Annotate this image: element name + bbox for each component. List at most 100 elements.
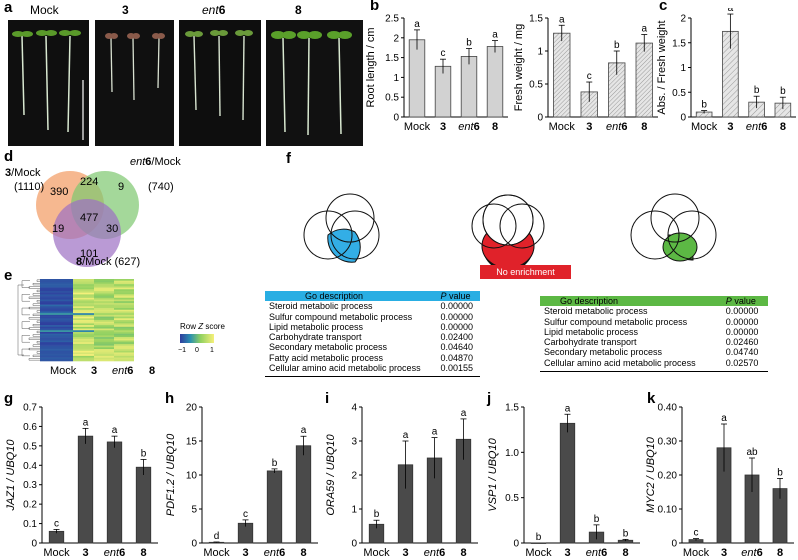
go-table-left-header: Go description P value: [265, 291, 480, 302]
y-tick-label: 1.5: [505, 403, 519, 414]
x-tick-label: ent6: [264, 547, 285, 559]
heatmap-cell: [73, 282, 94, 285]
go-right-pvalue: 0.00000: [725, 326, 759, 337]
heatmap-cell: [73, 354, 94, 357]
sig-letter: b: [754, 85, 760, 96]
go-right-row: Sulfur compound metabolic process 0.00000: [540, 317, 768, 327]
heatmap-cell: [94, 313, 114, 316]
go-left-pvalue: 0.04640: [440, 342, 473, 353]
go-left-row: Carbohydrate transport 0.02400: [265, 332, 480, 342]
heatmap-cell: [114, 342, 134, 345]
go-left-row: Steroid metabolic process 0.00000: [265, 301, 480, 311]
go-left-desc: Cellular amino acid metabolic process: [269, 363, 421, 374]
heatmap-cell: [94, 280, 114, 283]
heatmap-cell: [40, 299, 73, 302]
heatmap-cell: [40, 338, 73, 341]
heatmap-cell: [73, 330, 94, 333]
bar: [106, 441, 123, 544]
heatmap-legend: −1 0 1: [178, 334, 214, 354]
heatmap-cell: [94, 343, 114, 346]
heatmap-cell: [94, 309, 114, 312]
heatmap-cell: [40, 326, 73, 329]
go-left-row: Secondary metabolic process 0.04640: [265, 342, 480, 352]
sig-letter: a: [403, 430, 409, 441]
heatmap-cell: [114, 301, 134, 304]
heatmap-cell: [40, 287, 73, 290]
heatmap-col-3: 3: [91, 365, 98, 377]
x-tick-label: 8: [492, 121, 498, 133]
go-left-desc: Sulfur compound metabolic process: [269, 311, 413, 322]
go-right-pvalue: 0.00000: [725, 306, 759, 317]
heatmap-cell: [94, 354, 114, 357]
bar: [635, 42, 653, 118]
go-left-row: Cellular amino acid metabolic process 0.0…: [265, 363, 480, 373]
heatmap-cell: [40, 342, 73, 345]
heatmap-cell: [73, 350, 94, 353]
heatmap-cell: [73, 289, 94, 292]
bar: [486, 46, 504, 118]
heatmap-cell: [73, 328, 94, 331]
y-tick-label: 5: [191, 505, 197, 516]
heatmap-cell: [73, 321, 94, 324]
heatmap-cell: [73, 357, 94, 360]
heatmap-cell: [94, 347, 114, 350]
legend-gradient: [180, 334, 214, 343]
y-tick-label: 0: [31, 539, 37, 550]
y-tick-label: 0: [191, 539, 197, 550]
heatmap-cell: [40, 316, 73, 319]
heatmap-cell: [94, 345, 114, 348]
go-right-row: Steroid metabolic process 0.00000: [540, 306, 768, 316]
heatmap-cell: [94, 330, 114, 333]
heatmap-cell: [40, 331, 73, 334]
legend-tick-neg1: −1: [178, 347, 186, 354]
sig-letter: d: [214, 531, 220, 542]
sig-letter: b: [536, 532, 542, 543]
heatmap-cell: [40, 352, 73, 355]
y-axis-label: JAZ1 / UBQ10: [5, 439, 17, 512]
y-tick-label: 0.5: [672, 88, 686, 99]
y-axis-label: Fresh weight / mg: [513, 24, 525, 111]
go-right-desc: Secondary metabolic process: [544, 347, 663, 358]
heatmap-cell: [114, 289, 134, 292]
sig-letter: c: [441, 48, 446, 59]
heatmap-cell: [40, 285, 73, 288]
y-tick-label: 1.5: [529, 14, 543, 25]
heatmap-e: [17, 279, 134, 362]
heatmap-cell: [114, 318, 134, 321]
heatmap-cell: [114, 359, 134, 362]
chart-root-length: 0 0.5 1 1.5 2 2.5 a Mock c 3 b ent6 a 8 Root length / …: [365, 14, 508, 133]
go-right-row: Cellular amino acid metabolic process 0.0…: [540, 358, 768, 368]
go-right-rule: [540, 371, 768, 372]
heatmap-cell: [40, 340, 73, 343]
x-tick-label: 3: [586, 121, 592, 133]
heatmap-cell: [114, 345, 134, 348]
go-left-row: Sulfur compound metabolic process 0.00000: [265, 312, 480, 322]
y-tick-label: 0.2: [23, 500, 37, 511]
heatmap-cell: [94, 349, 114, 352]
go-right-desc-header: Go description: [560, 296, 619, 306]
heatmap-cell: [114, 335, 134, 338]
heatmap-cell: [73, 320, 94, 323]
heatmap-cell: [94, 284, 114, 287]
heatmap-cell: [114, 282, 134, 285]
cotyledons-ent6: [185, 30, 253, 37]
go-right-pvalue: 0.00000: [725, 316, 759, 327]
heatmap-cell: [40, 323, 73, 326]
heatmap-cell: [94, 299, 114, 302]
heatmap-cell: [94, 320, 114, 323]
y-tick-label: 1: [680, 63, 686, 74]
heatmap-cell: [73, 297, 94, 300]
heatmap-cell: [114, 302, 134, 305]
x-tick-label: 8: [780, 121, 786, 133]
x-tick-label: 8: [622, 547, 628, 559]
sig-letter: a: [83, 417, 89, 428]
heatmap-cell: [40, 343, 73, 346]
go-right-pvalue: 0.02570: [725, 357, 759, 368]
heatmap-cell: [94, 333, 114, 336]
x-tick-label: 3: [727, 121, 733, 133]
legend-tick-0: 0: [195, 347, 199, 354]
heatmap-cell: [40, 325, 73, 328]
venn-set-3-count: (1110): [14, 181, 45, 193]
sig-letter: c: [54, 518, 59, 529]
chart-fresh-weight: 0 0.5 1 1.5 a Mock c 3 b ent6 a 8 Fresh weight / mg: [513, 14, 658, 133]
